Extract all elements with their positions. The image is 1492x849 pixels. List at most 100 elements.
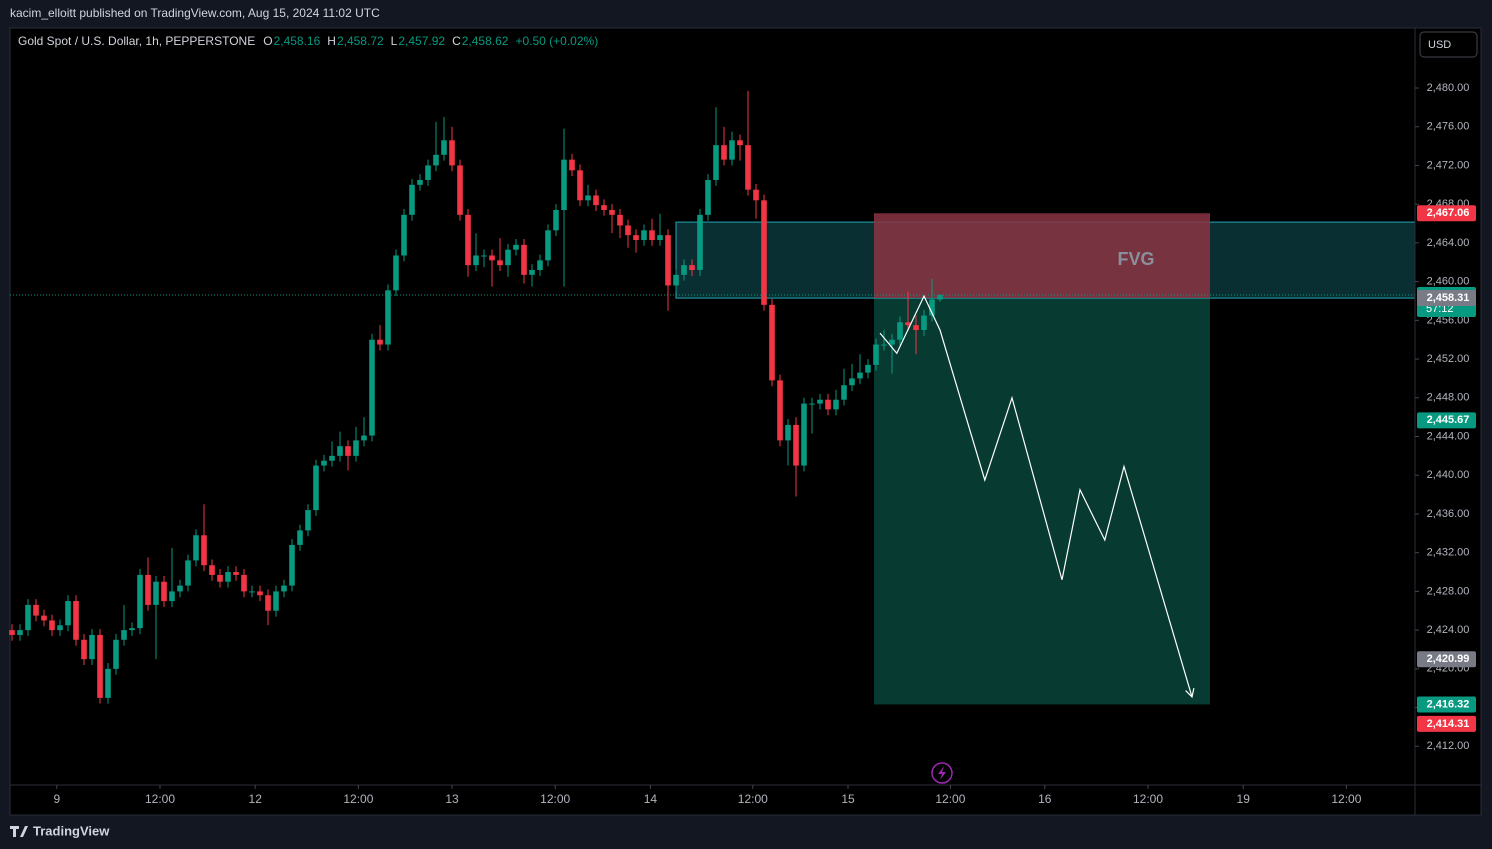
x-tick-label: 16 xyxy=(1038,792,1052,806)
candle-body xyxy=(465,214,471,266)
candle-body xyxy=(785,424,791,441)
legend-key: L xyxy=(391,34,398,48)
candle-body xyxy=(593,195,599,206)
zones: FVG xyxy=(675,213,1416,705)
x-tick-label: 12:00 xyxy=(343,792,373,806)
candle-body xyxy=(217,574,223,582)
candle-body xyxy=(537,260,543,271)
y-tick-label: 2,428.00 xyxy=(1427,585,1470,597)
fvg-label: FVG xyxy=(1117,249,1154,269)
price-badge xyxy=(1417,715,1476,732)
candle-body xyxy=(617,214,623,226)
brand: TradingView xyxy=(33,823,110,838)
ohlc-legend: O 2,458.16 H 2,458.72 L 2,457.92 C 2,458.62 +0.5… xyxy=(263,34,598,48)
candle-body xyxy=(825,399,831,410)
candle-body xyxy=(241,574,247,592)
candle-body xyxy=(97,634,103,698)
price-badge-label: 2,458.31 xyxy=(1427,292,1470,304)
candle-body xyxy=(649,230,655,240)
candle-body xyxy=(441,140,447,155)
y-tick-label: 2,464.00 xyxy=(1427,237,1470,249)
candle-body xyxy=(73,601,79,640)
candle-body xyxy=(161,581,167,602)
candle-body xyxy=(705,179,711,215)
candle-body xyxy=(353,440,359,456)
currency-button[interactable] xyxy=(1419,31,1478,58)
candle-body xyxy=(937,294,943,300)
candle-body xyxy=(401,214,407,256)
candle-body xyxy=(33,604,39,616)
candle-body xyxy=(881,344,887,346)
price-badge xyxy=(1417,651,1476,668)
candle-body xyxy=(889,339,895,345)
candle-body xyxy=(289,544,295,586)
y-tick-label: 2,448.00 xyxy=(1427,392,1470,404)
candle-body xyxy=(321,460,327,466)
candle-body xyxy=(105,668,111,698)
candle-body xyxy=(137,574,143,629)
candle-body xyxy=(225,572,231,582)
overlay xyxy=(10,294,1415,699)
candle-body xyxy=(729,140,735,160)
candle-body xyxy=(129,628,135,631)
candle-body xyxy=(393,255,399,291)
candle-body xyxy=(753,189,759,201)
publisher: kacim_elloitt published on TradingView.c… xyxy=(10,6,380,20)
candle-body xyxy=(721,145,727,160)
candle-body xyxy=(369,339,375,436)
candle-body xyxy=(89,634,95,660)
candle-body xyxy=(489,255,495,261)
candle-body xyxy=(17,630,23,635)
candle-body xyxy=(337,446,343,456)
candle-body xyxy=(377,339,383,345)
candle-body xyxy=(745,145,751,190)
candle-body xyxy=(929,299,935,316)
legend-value: 2,458.72 xyxy=(337,34,384,48)
candle-body xyxy=(65,601,71,626)
price-badge xyxy=(1417,289,1476,306)
candle-body xyxy=(561,159,567,210)
candle-body xyxy=(201,535,207,566)
candle-body xyxy=(681,265,687,275)
candle-body xyxy=(921,315,927,331)
x-tick-label: 9 xyxy=(53,792,60,806)
legend-key: H xyxy=(327,34,336,48)
candle-body xyxy=(313,465,319,511)
legend-value: 2,458.62 xyxy=(462,34,509,48)
y-tick-label: 2,476.00 xyxy=(1427,121,1470,133)
candle-body xyxy=(833,399,839,410)
candle-body xyxy=(481,255,487,257)
candle-body xyxy=(257,591,263,596)
legend-value: 2,457.92 xyxy=(398,34,445,48)
legend-value: 2,458.16 xyxy=(274,34,321,48)
candle-body xyxy=(689,265,695,271)
candle-body xyxy=(233,572,239,575)
candle-body xyxy=(857,372,863,379)
candle-body xyxy=(385,290,391,345)
candle-body xyxy=(361,435,367,441)
price-badge xyxy=(1417,412,1476,429)
price-badge-label: 2,416.32 xyxy=(1427,698,1470,710)
candle-body xyxy=(473,255,479,266)
candle-body xyxy=(761,200,767,305)
candle-body xyxy=(713,145,719,180)
candle-body xyxy=(665,235,671,286)
price-badge-label: 2,420.99 xyxy=(1427,653,1470,665)
candle-body xyxy=(25,604,31,631)
candle-body xyxy=(577,170,583,201)
candle-body xyxy=(897,322,903,340)
candle-body xyxy=(817,399,823,404)
candle-body xyxy=(777,380,783,441)
currency-label[interactable]: USD xyxy=(1428,39,1451,51)
candle-body xyxy=(273,591,279,611)
candle-body xyxy=(633,235,639,240)
x-tick-label: 12:00 xyxy=(145,792,175,806)
candle-body xyxy=(585,195,591,201)
y-tick-label: 2,480.00 xyxy=(1427,82,1470,94)
y-tick-label: 2,440.00 xyxy=(1427,469,1470,481)
candle-body xyxy=(9,630,15,635)
event-icon[interactable] xyxy=(931,762,953,784)
y-tick-label: 2,460.00 xyxy=(1427,276,1470,288)
price-badge xyxy=(1417,696,1476,713)
